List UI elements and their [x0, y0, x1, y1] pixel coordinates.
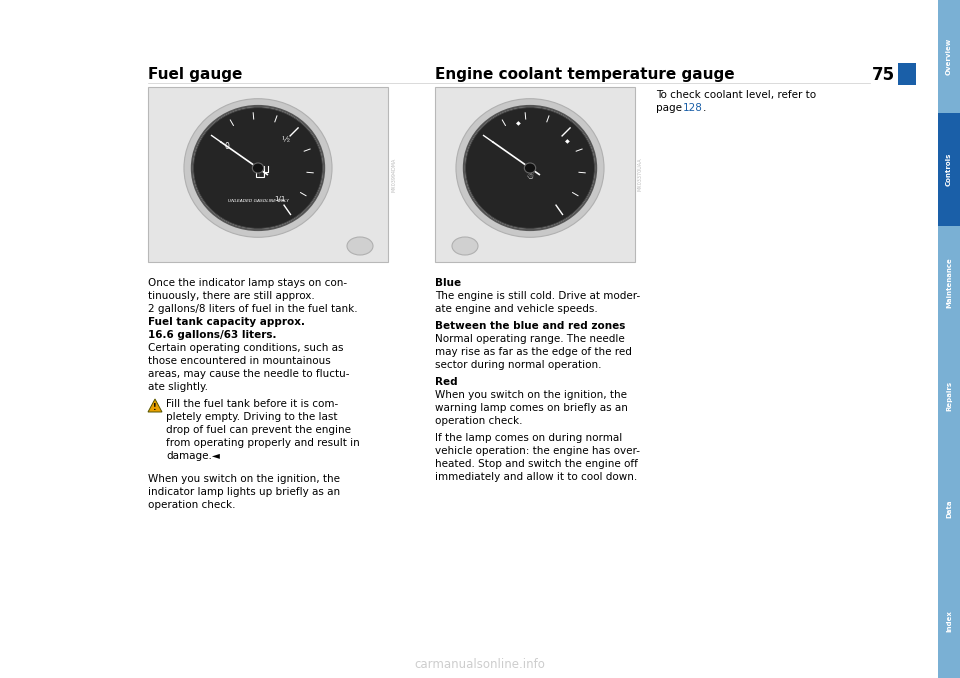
- Text: may rise as far as the edge of the red: may rise as far as the edge of the red: [435, 347, 632, 357]
- Text: pletely empty. Driving to the last: pletely empty. Driving to the last: [166, 412, 338, 422]
- Text: Repairs: Repairs: [946, 380, 952, 411]
- Text: operation check.: operation check.: [148, 500, 235, 510]
- Text: Certain operating conditions, such as: Certain operating conditions, such as: [148, 343, 344, 353]
- Text: 16.6 gallons/63 liters.: 16.6 gallons/63 liters.: [148, 330, 276, 340]
- Text: The engine is still cold. Drive at moder-: The engine is still cold. Drive at moder…: [435, 291, 640, 301]
- Text: MX03370UAA: MX03370UAA: [638, 158, 643, 191]
- Text: damage.◄: damage.◄: [166, 451, 220, 461]
- Text: To check coolant level, refer to: To check coolant level, refer to: [656, 90, 816, 100]
- Ellipse shape: [193, 108, 323, 228]
- FancyBboxPatch shape: [148, 87, 388, 262]
- Text: 75: 75: [872, 66, 895, 84]
- Text: ate engine and vehicle speeds.: ate engine and vehicle speeds.: [435, 304, 598, 314]
- Text: Red: Red: [435, 377, 458, 387]
- Text: warning lamp comes on briefly as an: warning lamp comes on briefly as an: [435, 403, 628, 413]
- Text: ◆: ◆: [564, 140, 569, 144]
- Text: Between the blue and red zones: Between the blue and red zones: [435, 321, 625, 331]
- Text: operation check.: operation check.: [435, 416, 522, 426]
- Ellipse shape: [466, 108, 594, 228]
- Text: Once the indicator lamp stays on con-: Once the indicator lamp stays on con-: [148, 278, 348, 288]
- Polygon shape: [148, 399, 162, 412]
- Text: Data: Data: [946, 499, 952, 518]
- Text: sector during normal operation.: sector during normal operation.: [435, 360, 602, 370]
- Text: areas, may cause the needle to fluctu-: areas, may cause the needle to fluctu-: [148, 369, 349, 379]
- Text: MX03994DMA: MX03994DMA: [391, 157, 396, 192]
- Text: 2 gallons/8 liters of fuel in the fuel tank.: 2 gallons/8 liters of fuel in the fuel t…: [148, 304, 358, 314]
- FancyBboxPatch shape: [435, 87, 635, 262]
- Text: vehicle operation: the engine has over-: vehicle operation: the engine has over-: [435, 446, 640, 456]
- Text: ◆: ◆: [516, 121, 520, 127]
- Text: !: !: [154, 403, 156, 412]
- Text: heated. Stop and switch the engine off: heated. Stop and switch the engine off: [435, 459, 637, 469]
- Text: When you switch on the ignition, the: When you switch on the ignition, the: [148, 474, 340, 484]
- Text: Maintenance: Maintenance: [946, 257, 952, 308]
- Bar: [256, 166, 264, 178]
- Text: 0: 0: [225, 142, 229, 151]
- Text: 128: 128: [683, 103, 703, 113]
- Text: Overview: Overview: [946, 38, 952, 75]
- Text: page: page: [656, 103, 685, 113]
- Ellipse shape: [347, 237, 373, 255]
- Text: Fuel gauge: Fuel gauge: [148, 68, 242, 83]
- Text: drop of fuel can prevent the engine: drop of fuel can prevent the engine: [166, 425, 351, 435]
- Text: Engine coolant temperature gauge: Engine coolant temperature gauge: [435, 68, 734, 83]
- Text: Index: Index: [946, 611, 952, 633]
- Text: UNLEADED GASOLINE ONLY: UNLEADED GASOLINE ONLY: [228, 199, 288, 203]
- Text: Fill the fuel tank before it is com-: Fill the fuel tank before it is com-: [166, 399, 338, 409]
- Text: ⬛: ⬛: [258, 170, 264, 179]
- Ellipse shape: [456, 99, 604, 237]
- Text: ☃: ☃: [526, 171, 535, 180]
- Text: ate slightly.: ate slightly.: [148, 382, 208, 392]
- Bar: [938, 226, 960, 339]
- Bar: [938, 565, 960, 678]
- Text: from operating properly and result in: from operating properly and result in: [166, 438, 360, 448]
- Text: carmanualsonline.info: carmanualsonline.info: [415, 658, 545, 671]
- Text: Controls: Controls: [946, 153, 952, 186]
- Bar: [938, 339, 960, 452]
- Text: Fuel tank capacity approx.: Fuel tank capacity approx.: [148, 317, 305, 327]
- Text: If the lamp comes on during normal: If the lamp comes on during normal: [435, 433, 622, 443]
- Text: When you switch on the ignition, the: When you switch on the ignition, the: [435, 390, 627, 400]
- Text: immediately and allow it to cool down.: immediately and allow it to cool down.: [435, 472, 637, 482]
- Bar: [938, 0, 960, 113]
- Text: indicator lamp lights up briefly as an: indicator lamp lights up briefly as an: [148, 487, 340, 497]
- Ellipse shape: [452, 237, 478, 255]
- Text: ½: ½: [281, 136, 290, 144]
- Ellipse shape: [252, 163, 264, 173]
- Text: tinuously, there are still approx.: tinuously, there are still approx.: [148, 291, 315, 301]
- Text: Blue: Blue: [435, 278, 461, 288]
- Text: .: .: [703, 103, 707, 113]
- Ellipse shape: [524, 163, 536, 173]
- Text: those encountered in mountainous: those encountered in mountainous: [148, 356, 331, 366]
- Ellipse shape: [184, 99, 332, 237]
- Bar: [938, 452, 960, 565]
- Bar: [898, 63, 916, 85]
- Bar: [938, 113, 960, 226]
- Text: 1/1: 1/1: [274, 196, 285, 202]
- Text: Normal operating range. The needle: Normal operating range. The needle: [435, 334, 625, 344]
